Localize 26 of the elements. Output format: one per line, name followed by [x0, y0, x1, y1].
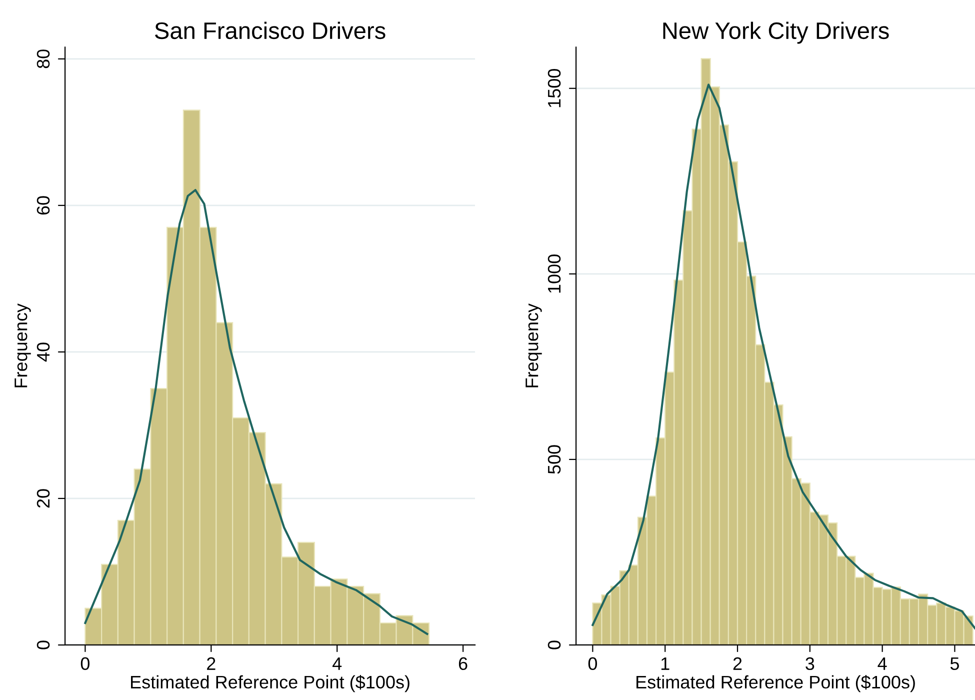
y-tick-label: 60: [36, 196, 50, 215]
x-tick-label: 0: [80, 657, 90, 670]
x-tick-label: 2: [733, 657, 742, 670]
line-series: [592, 84, 975, 630]
y-tick-label: 0: [36, 640, 50, 650]
x-tick-label: 6: [458, 657, 468, 670]
y-tick-label: 20: [36, 489, 50, 508]
x-tick-label: 0: [588, 657, 597, 670]
y-axis-title: Frequency: [526, 303, 542, 388]
y-tick-label: 40: [36, 342, 50, 362]
y-tick-label: 80: [36, 50, 50, 68]
y-tick-label: 500: [548, 445, 561, 474]
chart-title: San Francisco Drivers: [154, 22, 386, 40]
x-axis-title: Estimated Reference Point ($100s): [131, 674, 410, 692]
y-tick-label: 1500: [548, 68, 561, 108]
y-axis-title: Frequency: [14, 303, 31, 388]
x-tick-label: 1: [661, 657, 670, 670]
x-tick-label: 2: [207, 657, 216, 670]
y-tick-label: 0: [548, 640, 561, 650]
x-tick-label: 4: [878, 657, 887, 670]
y-tick-label: 1000: [548, 254, 561, 293]
x-tick-label: 4: [332, 657, 342, 670]
chart-title: New York City Drivers: [663, 22, 889, 44]
x-axis-title: Estimated Reference Point ($100s): [636, 674, 915, 692]
x-tick-label: 3: [806, 657, 814, 670]
x-tick-label: 5: [950, 657, 959, 670]
